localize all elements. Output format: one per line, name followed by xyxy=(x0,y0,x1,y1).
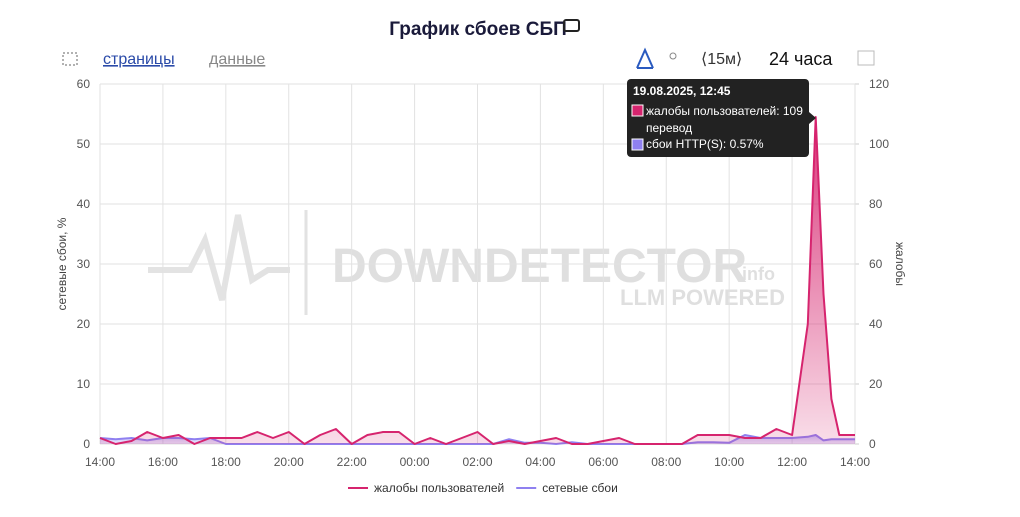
x-tick-label: 02:00 xyxy=(462,455,492,469)
x-tick-label: 12:00 xyxy=(777,455,807,469)
tooltip-swatch xyxy=(631,138,644,151)
watermark-suffix: .info xyxy=(737,264,775,284)
y2-tick-label: 80 xyxy=(869,197,883,211)
line xyxy=(99,116,855,445)
tooltip-title: 19.08.2025, 12:45 xyxy=(633,84,731,98)
y2-tick-label: 20 xyxy=(869,377,883,391)
y-tick-label: 10 xyxy=(77,377,91,391)
tooltip-box xyxy=(627,79,809,157)
tooltip-pointer xyxy=(809,112,816,124)
watermark-tagline: LLM POWERED xyxy=(620,285,785,310)
watermark: DOWNDETECTOR .info LLM POWERED xyxy=(148,210,785,315)
data-link[interactable]: данные xyxy=(209,51,265,68)
y-tick-label: 50 xyxy=(77,137,91,151)
x-tick-label: 06:00 xyxy=(588,455,618,469)
screenshot-icon[interactable] xyxy=(62,52,78,66)
x-tick-label: 08:00 xyxy=(651,455,681,469)
x-tick-label: 20:00 xyxy=(274,455,304,469)
y-tick-label: 30 xyxy=(77,257,91,271)
monitor-icon xyxy=(563,19,580,32)
tooltip-line: перевод xyxy=(646,121,692,135)
x-tick-label: 16:00 xyxy=(148,455,178,469)
y2-tick-label: 100 xyxy=(869,137,889,151)
range-label: 24 часа xyxy=(769,49,833,69)
y-tick-label: 0 xyxy=(83,437,90,451)
y2-tick-label: 0 xyxy=(869,437,876,451)
plot-area: 0 10 20 30 40 50 60 0 20 40 60 80 100 120 14:00 16:00 18… xyxy=(77,77,890,469)
legend-label: жалобы пользователей xyxy=(374,481,504,495)
tooltip-line: жалобы пользователей: 109 xyxy=(646,104,803,118)
x-tick-label: 18:00 xyxy=(211,455,241,469)
y-axis-label: сетевые сбои, % xyxy=(55,217,69,310)
x-tick-label: 00:00 xyxy=(400,455,430,469)
y2-axis-label: жалобы xyxy=(893,242,907,286)
calendar-icon[interactable] xyxy=(857,50,875,66)
x-tick-label: 22:00 xyxy=(337,455,367,469)
y2-tick-label: 40 xyxy=(869,317,883,331)
interval-button[interactable]: ⟨15м⟩ xyxy=(701,51,742,68)
tooltip: 19.08.2025, 12:45 жалобы пользователей: … xyxy=(627,79,816,157)
legend-label: сетевые сбои xyxy=(542,481,618,495)
x-tick-label: 14:00 xyxy=(85,455,115,469)
watermark-brand: DOWNDETECTOR xyxy=(332,240,747,293)
pages-link[interactable]: страницы xyxy=(103,51,175,68)
chart-mode-icon[interactable] xyxy=(636,47,654,69)
chart-title: График сбоев СБП xyxy=(389,19,567,40)
y-tick-label: 60 xyxy=(77,77,91,91)
x-tick-label: 14:00 xyxy=(840,455,870,469)
y2-tick-label: 60 xyxy=(869,257,883,271)
user-icon[interactable] xyxy=(669,52,677,60)
x-tick-label: 04:00 xyxy=(525,455,555,469)
x-tick-label: 10:00 xyxy=(714,455,744,469)
tooltip-line: сбои HTTP(S): 0.57% xyxy=(646,137,764,151)
y2-tick-label: 120 xyxy=(869,77,889,91)
tooltip-swatch xyxy=(631,104,644,117)
watermark-logo xyxy=(148,214,290,301)
y-tick-label: 20 xyxy=(77,317,91,331)
y-tick-label: 40 xyxy=(77,197,91,211)
